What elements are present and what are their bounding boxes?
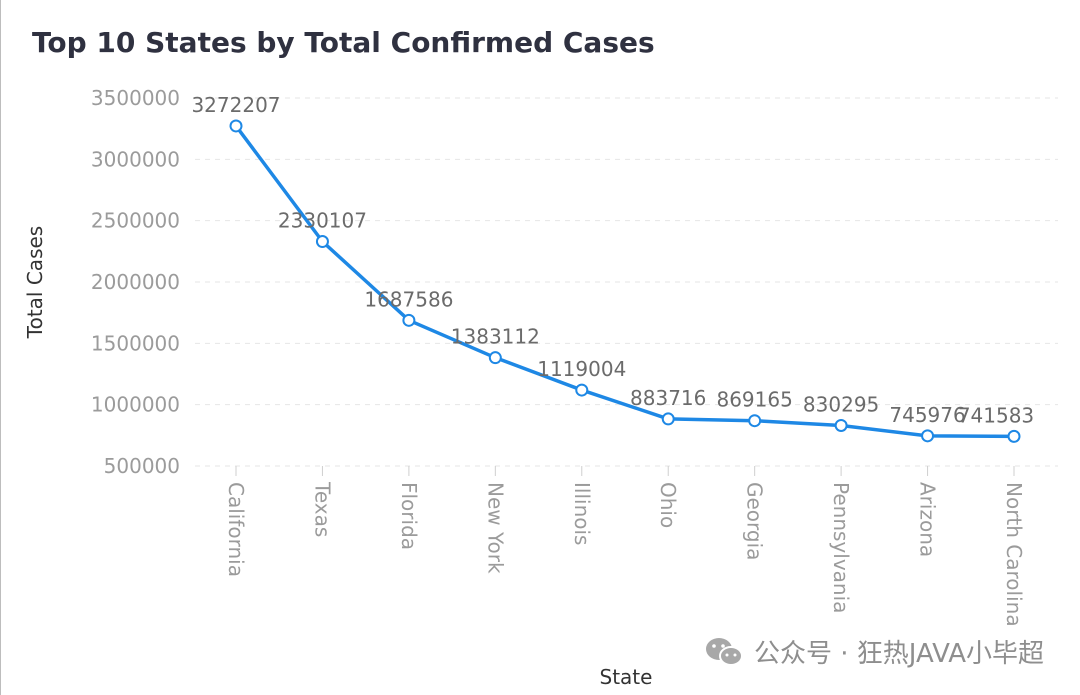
x-axis-label: State: [600, 665, 653, 689]
y-tick-label: 2500000: [91, 209, 180, 233]
watermark-text: 公众号 · 狂热JAVA小毕超: [753, 639, 1044, 669]
data-label: 741583: [958, 403, 1034, 427]
chart-title: Top 10 States by Total Confirmed Cases: [32, 26, 655, 59]
data-point: [229, 119, 243, 133]
x-tick-label: North Carolina: [1002, 482, 1026, 627]
x-tick-label: Arizona: [916, 482, 940, 557]
y-tick-label: 1000000: [91, 393, 180, 417]
data-point: [661, 412, 675, 426]
x-tick-label: Pennsylvania: [829, 482, 853, 613]
data-point: [921, 429, 935, 443]
data-label: 2330107: [278, 209, 367, 233]
series-line: [234, 124, 1016, 439]
data-label: 3272207: [191, 93, 280, 117]
x-tick-label: Florida: [397, 482, 421, 550]
data-label: 1119004: [537, 357, 626, 381]
y-tick-label: 3000000: [91, 147, 180, 171]
data-label: 1687586: [364, 287, 453, 311]
x-axis-ticks: California Texas Florida New York Illinois Oh…: [224, 466, 1026, 627]
x-tick-label: Georgia: [743, 482, 767, 560]
x-tick-label: California: [224, 482, 248, 577]
y-tick-label: 500000: [104, 454, 180, 478]
watermark: 公众号 · 狂热JAVA小毕超: [704, 633, 1044, 670]
data-point: [488, 351, 502, 365]
x-tick-label: Texas: [310, 481, 334, 537]
data-points: [229, 119, 1021, 443]
data-point: [575, 383, 589, 397]
series-line-total-cases: [234, 124, 1016, 439]
data-point: [315, 235, 329, 249]
x-tick-label: New York: [483, 482, 507, 574]
left-border: [0, 0, 1, 695]
data-point: [834, 418, 848, 432]
wechat-icon: [705, 637, 743, 666]
y-axis-ticks: 3500000 3000000 2500000 2000000 1500000 10000…: [91, 86, 180, 478]
data-label: 869165: [716, 388, 792, 412]
y-axis-label: Total Cases: [23, 226, 47, 339]
data-point: [402, 313, 416, 327]
data-point: [748, 414, 762, 428]
data-labels: 3272207 2330107 1687586 1383112 111900488371…: [191, 93, 1034, 427]
data-label: 1383112: [451, 325, 540, 349]
data-label: 830295: [803, 392, 879, 416]
y-tick-label: 1500000: [91, 331, 180, 355]
y-tick-label: 3500000: [91, 86, 180, 110]
x-tick-label: Illinois: [570, 482, 594, 545]
y-tick-label: 2000000: [91, 270, 180, 294]
x-tick-label: Ohio: [656, 482, 680, 528]
data-point: [1007, 429, 1021, 443]
data-label: 883716: [630, 386, 706, 410]
data-label: 745976: [889, 403, 965, 427]
